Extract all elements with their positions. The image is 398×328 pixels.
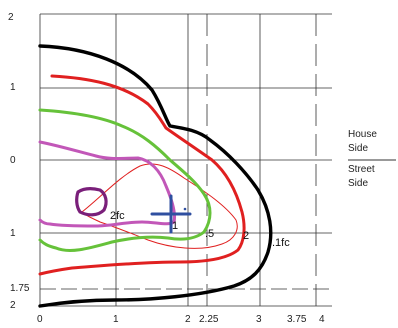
x-tick-label: 1 [113, 314, 119, 325]
grid [39, 13, 332, 307]
y-tick-label: 1 [10, 82, 16, 93]
contour-1 [38, 140, 176, 228]
x-tick-label: 4 [319, 314, 325, 325]
contour-label-2: 2 [243, 230, 250, 242]
street-side-label: Street Side [348, 163, 375, 191]
street-side-line1: Street [348, 164, 375, 175]
y-tick-label: 1 [10, 228, 16, 239]
x-tick-label: 2.25 [199, 314, 219, 325]
luminaire-marker [150, 194, 192, 234]
y-tick-label: 1.75 [10, 283, 30, 294]
x-tick-label: 0 [37, 314, 43, 325]
contour-label-0.1fc: .1fc [272, 237, 290, 249]
street-side-line2: Side [348, 178, 369, 189]
contour-2fc [75, 187, 108, 217]
contour-label-0.5: .5 [205, 228, 215, 240]
y-tick-label: 0 [10, 155, 16, 166]
marker-dot [183, 207, 187, 211]
contour-label-2fc: 2fc [110, 210, 125, 222]
y-tick-label: 2 [10, 300, 16, 311]
house-side-label: House Side [348, 128, 377, 156]
contour-0.1fc [38, 44, 273, 308]
x-tick-label: 2 [185, 314, 191, 325]
contour-2-inner [81, 163, 238, 249]
contour-label-1: 1 [172, 220, 179, 232]
x-tick-label: 3 [256, 314, 262, 325]
contour-2 [38, 74, 246, 276]
contour-0.5 [38, 108, 212, 252]
y-tick-label: 2 [8, 12, 14, 23]
house-side-line1: House [348, 129, 377, 140]
x-tick-label: 3.75 [287, 314, 307, 325]
house-side-line2: Side [348, 143, 369, 154]
